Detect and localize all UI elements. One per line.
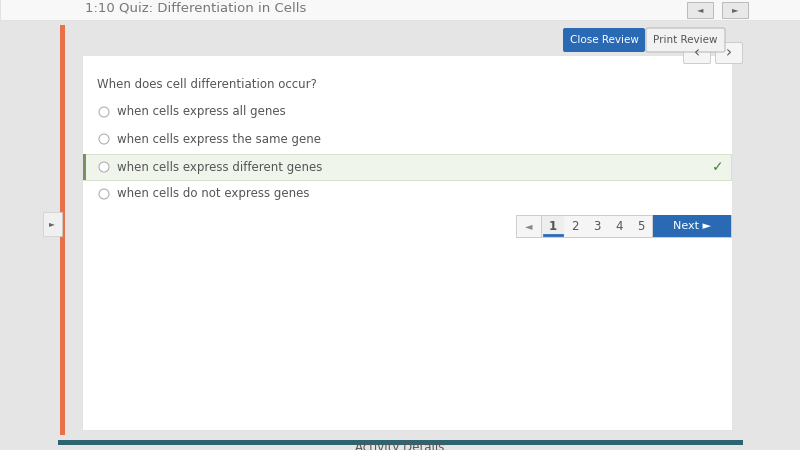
Text: Close Review: Close Review: [570, 35, 638, 45]
Circle shape: [99, 134, 109, 144]
Text: ►: ►: [49, 220, 55, 229]
Text: 1:10 Quiz: Differentiation in Cells: 1:10 Quiz: Differentiation in Cells: [85, 1, 306, 14]
FancyBboxPatch shape: [687, 2, 713, 18]
FancyBboxPatch shape: [58, 25, 783, 435]
Text: ‹: ‹: [694, 45, 700, 60]
FancyBboxPatch shape: [516, 215, 731, 237]
Text: 1: 1: [549, 220, 557, 233]
FancyBboxPatch shape: [0, 0, 800, 20]
FancyBboxPatch shape: [82, 55, 732, 430]
Text: when cells express the same gene: when cells express the same gene: [117, 132, 321, 145]
Text: ◄: ◄: [697, 5, 703, 14]
Circle shape: [99, 162, 109, 172]
Text: when cells do not express genes: when cells do not express genes: [117, 188, 310, 201]
Text: Print Review: Print Review: [653, 35, 718, 45]
FancyBboxPatch shape: [563, 28, 645, 52]
Text: ›: ›: [726, 45, 732, 60]
FancyBboxPatch shape: [722, 2, 748, 18]
FancyBboxPatch shape: [43, 212, 62, 236]
Text: when cells express all genes: when cells express all genes: [117, 105, 286, 118]
Text: when cells express different genes: when cells express different genes: [117, 161, 322, 174]
Text: Next ►: Next ►: [673, 221, 711, 231]
Text: ✓: ✓: [712, 160, 724, 174]
Text: 4: 4: [615, 220, 622, 233]
Text: ◄: ◄: [525, 221, 532, 231]
Circle shape: [99, 189, 109, 199]
FancyBboxPatch shape: [653, 215, 731, 237]
Text: 2: 2: [571, 220, 578, 233]
Text: When does cell differentiation occur?: When does cell differentiation occur?: [97, 78, 317, 91]
FancyBboxPatch shape: [542, 216, 564, 236]
FancyBboxPatch shape: [683, 42, 710, 63]
Text: 5: 5: [638, 220, 645, 233]
FancyBboxPatch shape: [83, 154, 86, 180]
FancyBboxPatch shape: [715, 42, 742, 63]
Circle shape: [99, 107, 109, 117]
Text: 3: 3: [594, 220, 601, 233]
FancyBboxPatch shape: [83, 154, 731, 180]
FancyBboxPatch shape: [58, 440, 743, 445]
Text: ►: ►: [732, 5, 738, 14]
FancyBboxPatch shape: [646, 28, 725, 52]
FancyBboxPatch shape: [60, 25, 65, 435]
Text: Activity Details: Activity Details: [355, 441, 445, 450]
